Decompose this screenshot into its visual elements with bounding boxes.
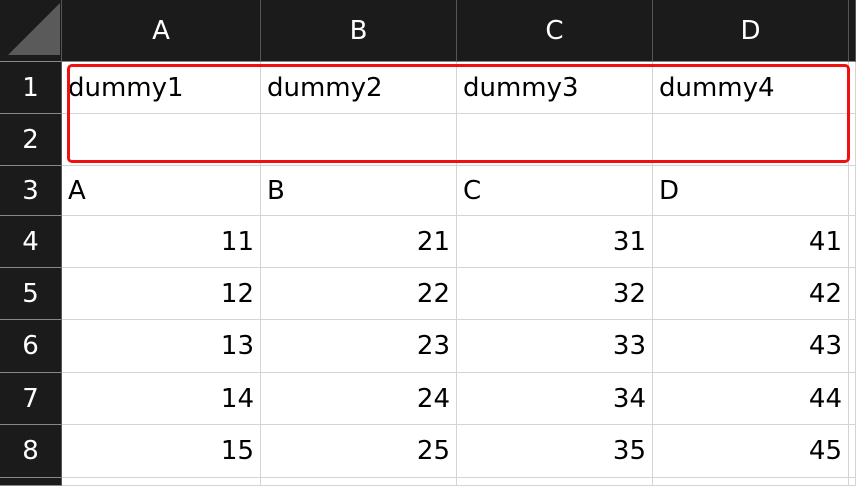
row-header-3[interactable]: 3 <box>0 166 62 216</box>
cell[interactable]: 32 <box>457 268 653 320</box>
cell[interactable]: 33 <box>457 320 653 373</box>
row-header-8[interactable]: 8 <box>0 425 62 478</box>
cell[interactable]: 24 <box>261 373 457 425</box>
cell[interactable]: 12 <box>62 268 261 320</box>
cell[interactable]: 22 <box>261 268 457 320</box>
row-header-6[interactable]: 6 <box>0 320 62 373</box>
cell[interactable] <box>457 114 653 166</box>
cell[interactable] <box>849 425 856 478</box>
cell[interactable]: 23 <box>261 320 457 373</box>
cell[interactable] <box>653 478 849 486</box>
cell[interactable] <box>261 478 457 486</box>
cell[interactable] <box>261 114 457 166</box>
cell[interactable]: 11 <box>62 216 261 268</box>
column-header-b[interactable]: B <box>261 0 457 62</box>
cell[interactable] <box>62 114 261 166</box>
cell[interactable]: B <box>261 166 457 216</box>
cell[interactable] <box>62 478 261 486</box>
cell[interactable] <box>849 114 856 166</box>
cell[interactable] <box>849 373 856 425</box>
cell[interactable]: 41 <box>653 216 849 268</box>
cell[interactable]: 44 <box>653 373 849 425</box>
select-all-triangle-icon <box>8 3 60 55</box>
cell[interactable] <box>849 268 856 320</box>
cell[interactable]: 25 <box>261 425 457 478</box>
row-header-1[interactable]: 1 <box>0 62 62 114</box>
cell[interactable] <box>849 166 856 216</box>
cell[interactable] <box>849 216 856 268</box>
column-header-d[interactable]: D <box>653 0 849 62</box>
cell[interactable]: dummy2 <box>261 62 457 114</box>
cell[interactable]: dummy3 <box>457 62 653 114</box>
cell[interactable]: 42 <box>653 268 849 320</box>
column-header-a[interactable]: A <box>62 0 261 62</box>
cell[interactable]: 34 <box>457 373 653 425</box>
cell[interactable]: 21 <box>261 216 457 268</box>
row-header-4[interactable]: 4 <box>0 216 62 268</box>
cell[interactable] <box>849 478 856 486</box>
cell[interactable]: 31 <box>457 216 653 268</box>
column-header-c[interactable]: C <box>457 0 653 62</box>
cell[interactable]: dummy1 <box>62 62 261 114</box>
cell[interactable]: 35 <box>457 425 653 478</box>
cell[interactable]: 13 <box>62 320 261 373</box>
select-all-button[interactable] <box>0 0 62 62</box>
row-header-5[interactable]: 5 <box>0 268 62 320</box>
row-header[interactable] <box>0 478 62 486</box>
column-header[interactable] <box>849 0 856 62</box>
cell[interactable]: D <box>653 166 849 216</box>
cell[interactable]: 14 <box>62 373 261 425</box>
cell[interactable]: 43 <box>653 320 849 373</box>
cell[interactable]: 45 <box>653 425 849 478</box>
row-header-7[interactable]: 7 <box>0 373 62 425</box>
row-header-2[interactable]: 2 <box>0 114 62 166</box>
cell[interactable]: dummy4 <box>653 62 849 114</box>
cell[interactable]: C <box>457 166 653 216</box>
cell[interactable] <box>653 114 849 166</box>
cell[interactable] <box>457 478 653 486</box>
cell[interactable]: 15 <box>62 425 261 478</box>
cell[interactable]: A <box>62 166 261 216</box>
cell[interactable] <box>849 62 856 114</box>
cell[interactable] <box>849 320 856 373</box>
